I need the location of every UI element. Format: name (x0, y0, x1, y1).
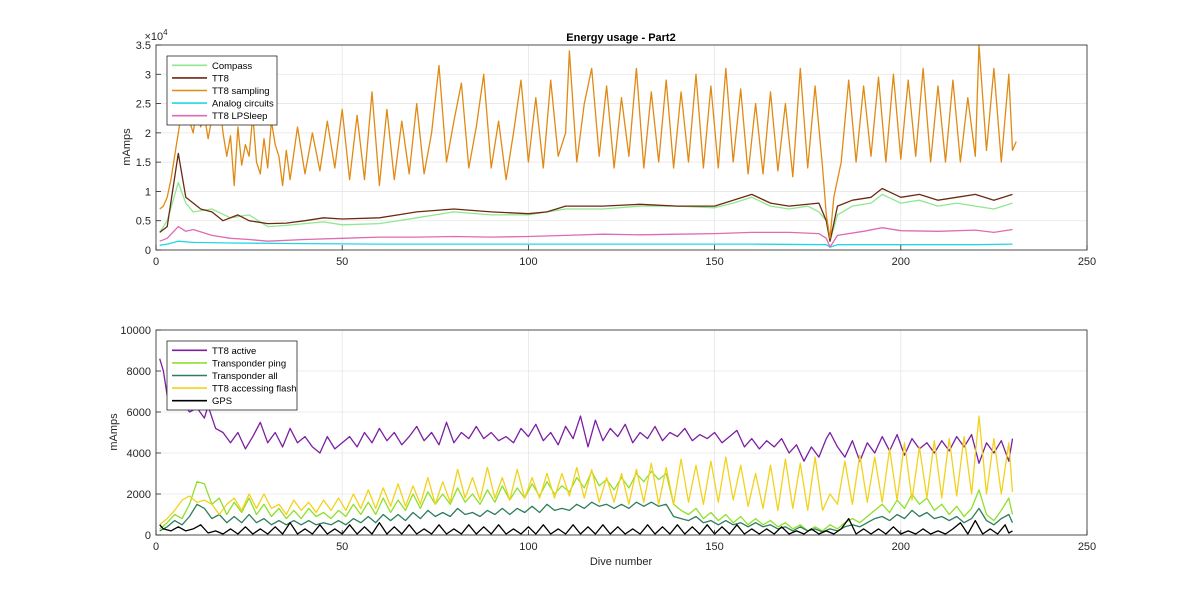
y-tick-label: 6000 (127, 407, 151, 419)
bottom-y-axis-label: mAmps (108, 413, 120, 451)
x-tick-label: 0 (153, 256, 159, 268)
y-tick-label: 0.5 (136, 216, 151, 228)
top-axes-box (155, 44, 1088, 251)
y-tick-label: 8000 (127, 366, 151, 378)
series-line-analog-circuits (159, 240, 1013, 248)
y-tick-label: 2000 (127, 489, 151, 501)
series-line-tt8 (159, 152, 1013, 242)
top-x-ticks: 0 50 100 150 200 250 (153, 245, 1096, 268)
top-y-axis-label: mAmps (121, 128, 133, 166)
y-tick-label: 2 (145, 128, 151, 140)
x-tick-label: 200 (892, 541, 910, 553)
x-axis-label: Dive number (590, 556, 653, 568)
top-chart: 0 50 100 150 200 250 0 0.5 1 1.5 2 2.5 3 3.5 Energy … (121, 28, 1096, 268)
bottom-plot-area (156, 330, 1087, 535)
series-line-transponder-ping (159, 470, 1014, 532)
legend-label-tt8-active: TT8 active (212, 346, 256, 357)
top-y-ticks: 0 0.5 1 1.5 2 2.5 3 3.5 (136, 40, 161, 257)
y-tick-label: 0 (145, 530, 151, 542)
legend-label-tt8: TT8 (212, 73, 229, 84)
series-line-gps (159, 517, 1013, 535)
legend-label-tt8-accessing-flash: TT8 accessing flash (212, 384, 296, 395)
x-tick-label: 200 (892, 256, 910, 268)
x-tick-label: 50 (336, 541, 348, 553)
x-tick-label: 150 (705, 256, 723, 268)
bottom-axes-box (155, 329, 1088, 536)
y-tick-label: 1.5 (136, 157, 151, 169)
legend-label-compass: Compass (212, 61, 252, 72)
legend-label-gps: GPS (212, 396, 232, 407)
legend-label-transponder-ping: Transponder ping (212, 358, 286, 369)
y-tick-label: 0 (145, 245, 151, 257)
x-tick-label: 250 (1078, 256, 1096, 268)
y-tick-label: 4000 (127, 448, 151, 460)
y-tick-label: 10000 (120, 325, 151, 337)
series-line-tt8-active (159, 358, 1014, 464)
legend-label-tt8-sampling: TT8 sampling (212, 86, 270, 97)
bottom-chart: 0 50 100 150 200 250 0 2000 4000 6000 8000 10000 D… (108, 325, 1096, 568)
x-tick-label: 50 (336, 256, 348, 268)
series-line-tt8-accessing-flash (159, 415, 1014, 526)
legend-label-tt8-lpsleep: TT8 LPSleep (212, 111, 267, 122)
bottom-x-ticks: 0 50 100 150 200 250 (153, 530, 1096, 553)
legend-label-analog-circuits: Analog circuits (212, 99, 274, 110)
x-tick-label: 150 (705, 541, 723, 553)
y-tick-label: 2.5 (136, 99, 151, 111)
chart-title: Energy usage - Part2 (566, 32, 675, 44)
series-line-tt8-sampling (159, 44, 1017, 239)
bottom-y-ticks: 0 2000 4000 6000 8000 10000 (120, 325, 161, 542)
y-tick-label: 1 (145, 186, 151, 198)
legend-label-transponder-all: Transponder all (212, 371, 278, 382)
series-line-tt8-lpsleep (159, 225, 1013, 248)
x-tick-label: 100 (519, 256, 537, 268)
x-tick-label: 0 (153, 541, 159, 553)
x-tick-label: 250 (1078, 541, 1096, 553)
y-exponent-label: ×104 (144, 28, 168, 43)
series-line-compass (159, 181, 1013, 242)
x-tick-label: 100 (519, 541, 537, 553)
y-tick-label: 3 (145, 69, 151, 81)
y-exponent-power: 4 (163, 28, 168, 37)
series-line-transponder-all (159, 501, 1014, 533)
top-series-group (159, 44, 1017, 248)
bottom-series-group (159, 358, 1014, 535)
y-tick-label: 3.5 (136, 40, 151, 52)
y-exponent-base: ×10 (144, 31, 163, 43)
